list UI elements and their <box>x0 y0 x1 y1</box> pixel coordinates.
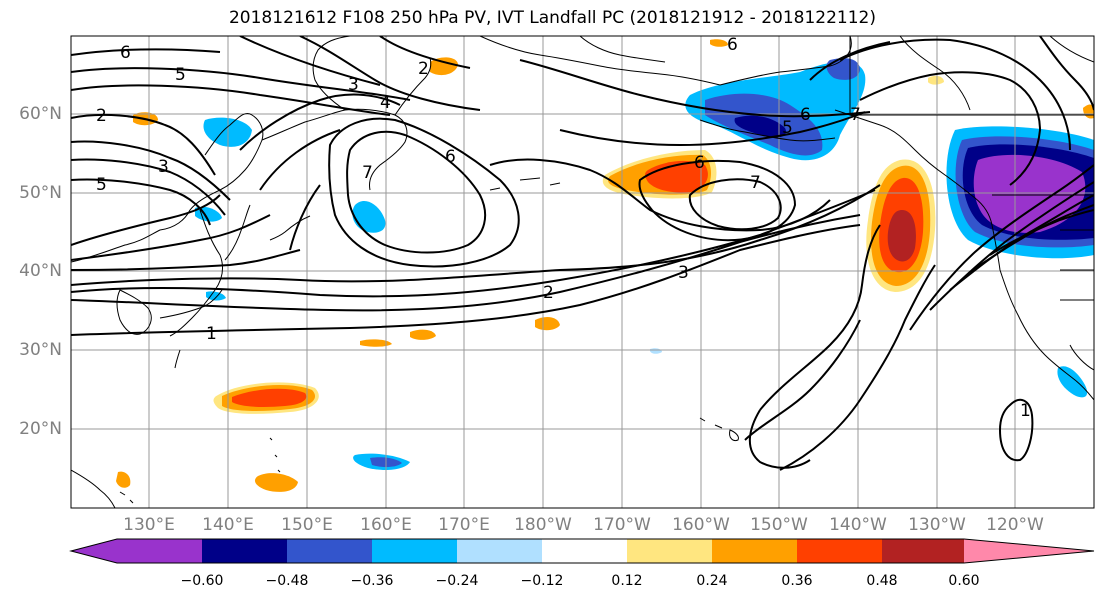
contour-label: 2 <box>543 283 554 303</box>
lat-label: 50°N <box>19 183 62 203</box>
contour-label: 7 <box>362 163 373 183</box>
colorbar-tick-label: −0.24 <box>435 573 479 589</box>
negative-anomaly-region <box>206 291 226 301</box>
positive-anomaly-region <box>254 473 298 492</box>
colorbar-tick-label: 0.24 <box>696 573 728 589</box>
contour-label: 3 <box>158 157 169 177</box>
colorbar-tick-label: 0.60 <box>948 573 980 589</box>
negative-anomaly-region <box>973 154 1086 233</box>
colorbar-outline <box>69 538 1095 564</box>
contour-label: 1 <box>1020 401 1031 421</box>
colorbar-tick-label: 0.12 <box>611 573 643 589</box>
colorbar-tick-label: 0.36 <box>781 573 813 589</box>
lon-label: 170°E <box>438 515 490 535</box>
contour-label: 6 <box>727 35 738 55</box>
lon-label: 140°E <box>202 515 254 535</box>
colorbar-segment <box>457 539 542 563</box>
colorbar-segment <box>797 539 882 563</box>
colorbar-segment <box>712 539 797 563</box>
lon-label: 140°W <box>829 515 887 535</box>
positive-anomaly-region <box>116 471 131 488</box>
colorbar-tick-label: −0.48 <box>265 573 309 589</box>
contour-label: 5 <box>782 118 793 138</box>
negative-anomaly-region <box>826 58 860 80</box>
negative-anomaly-region <box>352 200 386 233</box>
plot-frame <box>70 35 1095 509</box>
contour-label: 5 <box>96 175 107 195</box>
lat-label: 60°N <box>19 104 62 124</box>
colorbar-extend-high <box>964 539 1094 563</box>
contour-label: 2 <box>96 106 107 126</box>
lon-label: 150°E <box>281 515 333 535</box>
contour-label: 3 <box>678 263 689 283</box>
contour-label: 6 <box>800 105 811 125</box>
positive-anomaly-region <box>928 75 944 85</box>
contour-label: 6 <box>694 153 705 173</box>
positive-anomaly-region <box>430 57 458 76</box>
contour-label: 5 <box>175 65 186 85</box>
contour-label: 7 <box>850 105 861 125</box>
colorbar-tick-label: 0.48 <box>866 573 898 589</box>
lat-label: 20°N <box>19 419 62 439</box>
coastlines <box>71 36 1094 508</box>
lon-label: 130°E <box>123 515 175 535</box>
lon-label: 150°W <box>750 515 808 535</box>
colorbar-tick-label: −0.12 <box>520 573 564 589</box>
positive-anomaly-region <box>410 329 436 340</box>
lon-label: 170°W <box>593 515 651 535</box>
contour-label: 1 <box>206 324 217 344</box>
lon-label: 130°W <box>908 515 966 535</box>
colorbar-segment <box>627 539 712 563</box>
contour-label: 7 <box>750 173 761 193</box>
contour-label: 6 <box>445 147 456 167</box>
contour-label: 6 <box>120 43 131 63</box>
colorbar-extend-low <box>71 539 117 563</box>
contour-label: 3 <box>348 75 359 95</box>
lat-label: 40°N <box>19 261 62 281</box>
lon-label: 120°W <box>986 515 1044 535</box>
lat-label: 30°N <box>19 340 62 360</box>
colorbar-segment <box>882 539 964 563</box>
contour-label: 4 <box>380 93 391 113</box>
colorbar-segment <box>287 539 372 563</box>
colorbar-segment <box>117 539 202 563</box>
positive-anomaly-region <box>232 388 307 407</box>
colorbar-segment <box>542 539 627 563</box>
negative-anomaly-region <box>734 115 786 138</box>
pv-contour-labels: 6 5 2 3 5 3 2 4 6 7 5 6 7 6 6 7 3 2 1 1 <box>96 35 1031 421</box>
colorbar <box>69 538 1095 564</box>
colorbar-tick-label: −0.60 <box>180 573 224 589</box>
positive-anomaly-region <box>360 339 392 347</box>
lon-label: 160°W <box>672 515 730 535</box>
colorbar-segment <box>372 539 457 563</box>
pv-contours <box>71 36 1094 471</box>
contour-label: 2 <box>418 59 429 79</box>
positive-anomaly-region <box>887 210 916 262</box>
positive-anomaly-region <box>710 39 728 47</box>
colorbar-tick-label: −0.36 <box>350 573 394 589</box>
map-plot-area <box>71 36 1094 508</box>
colorbar-segment <box>202 539 287 563</box>
negative-anomaly-region <box>1057 366 1088 398</box>
lon-label: 160°E <box>360 515 412 535</box>
map-title: 2018121612 F108 250 hPa PV, IVT Landfall… <box>228 8 876 28</box>
positive-anomaly-region <box>535 317 560 331</box>
lon-label: 180°W <box>514 515 572 535</box>
